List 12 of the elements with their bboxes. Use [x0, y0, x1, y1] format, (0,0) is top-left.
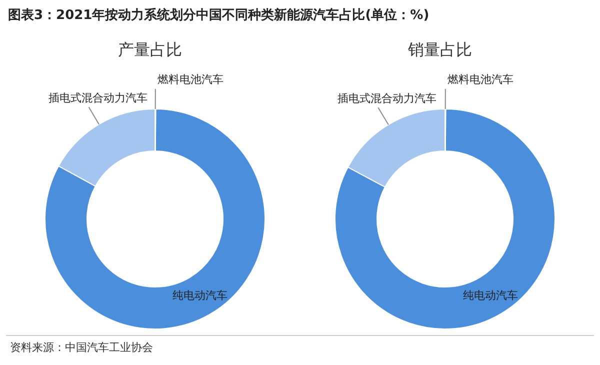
slice-label: 插电式混合动力汽车: [338, 92, 437, 105]
donut-slice: [44, 108, 266, 330]
chart-subtitle: 销量占比: [407, 40, 473, 61]
slice-label: 插电式混合动力汽车: [48, 91, 148, 104]
slice-label: 纯电动汽车: [463, 288, 518, 302]
text: 资料来源：中国汽车工业协会: [10, 340, 153, 355]
chart-subtitle: 产量占比: [117, 40, 183, 61]
chart-title: 图表3：2021年按动力系统划分中国不同种类新能源汽车占比(单位：%): [8, 6, 430, 24]
slice-label: 燃料电池汽车: [157, 73, 224, 86]
slice-label: 纯电动汽车: [172, 289, 228, 302]
slice-label: 燃料电池汽车: [447, 73, 514, 86]
donut-slice: [334, 108, 556, 330]
